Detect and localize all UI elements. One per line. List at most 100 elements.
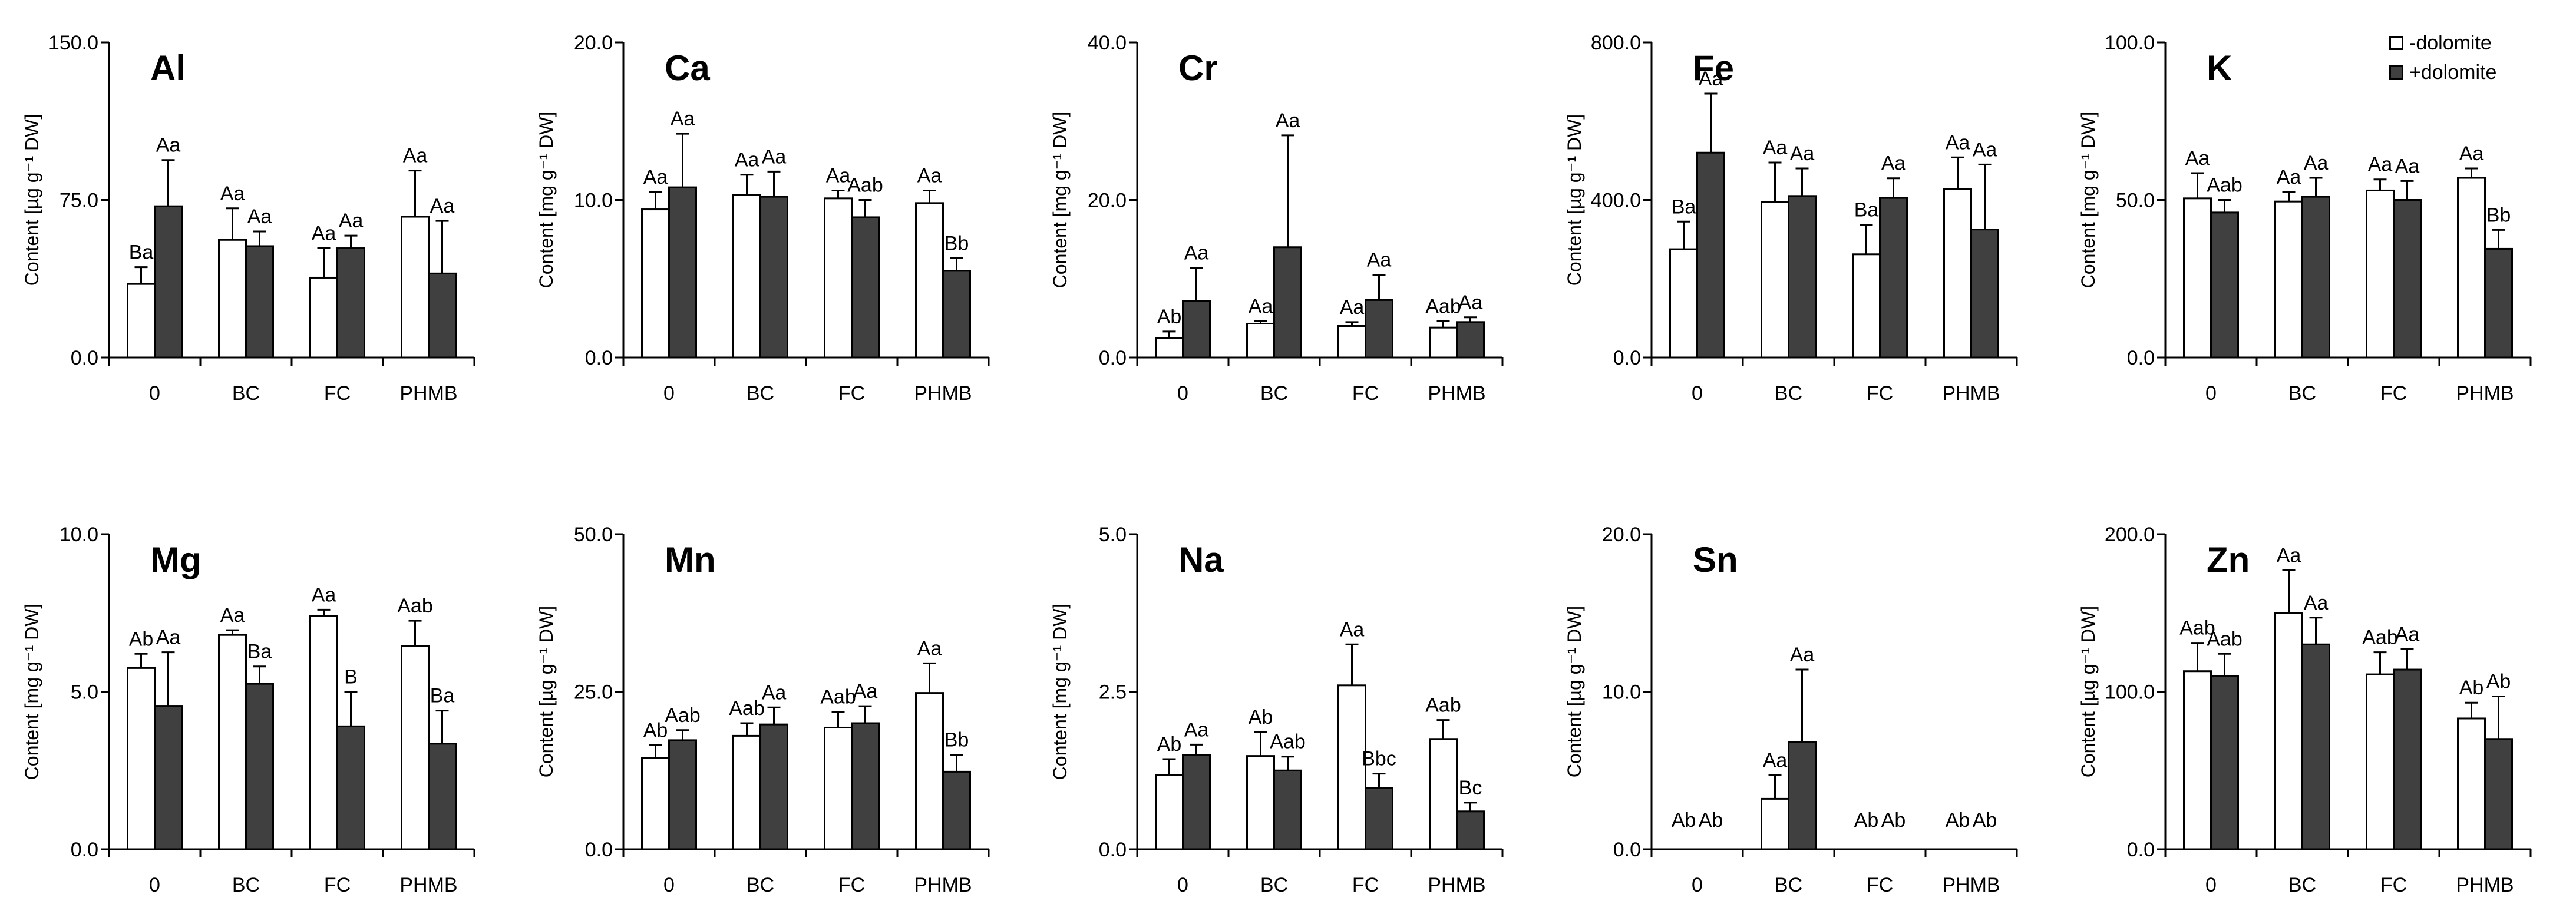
cr-category-label: 0	[1177, 382, 1188, 405]
ca-bar-minus-dolomite	[915, 202, 944, 359]
na-y-tick-label: 5.0	[1099, 524, 1127, 546]
na-significance-letter: Aab	[1270, 731, 1306, 753]
al-bar-minus-dolomite	[127, 283, 156, 359]
sn-category-label: BC	[1775, 874, 1802, 896]
al-category-label: PHMB	[399, 382, 457, 405]
fe-category-label: FC	[1867, 382, 1893, 405]
sn-category-label: 0	[1692, 874, 1703, 896]
k-significance-letter: Aa	[2368, 154, 2393, 176]
k-y-tick-label: 50.0	[2116, 190, 2155, 212]
cr-y-axis-title: Content [mg g⁻¹ DW]	[1049, 112, 1071, 289]
fe-bar-minus-dolomite	[1943, 188, 1972, 359]
k-y-tick-label: 100.0	[2105, 32, 2155, 54]
mn-significance-letter: Bb	[944, 729, 969, 751]
k-significance-letter: Aa	[2395, 155, 2420, 177]
zn-significance-letter: Aab	[2179, 617, 2215, 640]
fe-y-tick-label: 800.0	[1591, 32, 1641, 54]
mg-bar-plus-dolomite	[428, 743, 457, 850]
na-category-label: FC	[1352, 874, 1379, 896]
mn-significance-letter: Aa	[917, 637, 942, 660]
ca-significance-letter: Aa	[826, 164, 851, 187]
al-significance-letter: Aa	[312, 223, 336, 245]
cr-bar-minus-dolomite	[1337, 325, 1366, 359]
mn-significance-letter: Aab	[729, 697, 765, 720]
al-bar-plus-dolomite	[154, 205, 183, 359]
cr-significance-letter: Aa	[1276, 110, 1300, 132]
mg-significance-letter: Aa	[312, 584, 336, 606]
sn-significance-letter: Aa	[1763, 749, 1788, 771]
legend: -dolomite +dolomite	[2389, 28, 2496, 87]
fe-bar-plus-dolomite	[1788, 195, 1817, 359]
fe-bar-plus-dolomite	[1970, 228, 1999, 359]
mn-y-axis-title: Content [µg g⁻¹ DW]	[536, 606, 557, 777]
fe-significance-letter: Aa	[1699, 68, 1723, 90]
mg-significance-letter: Aa	[220, 604, 245, 627]
mg-category-label: 0	[149, 874, 160, 896]
sn-category-label: PHMB	[1942, 874, 2000, 896]
na-category-label: 0	[1177, 874, 1188, 896]
k-significance-letter: Aa	[2277, 166, 2301, 188]
na-bar-minus-dolomite	[1337, 684, 1366, 850]
k-bar-plus-dolomite	[2301, 196, 2330, 359]
zn-significance-letter: Aa	[2395, 623, 2420, 645]
zn-category-label: 0	[2205, 874, 2217, 896]
cr-bar-minus-dolomite	[1246, 322, 1275, 359]
mg-significance-letter: Ab	[129, 628, 154, 650]
cr-category-label: BC	[1260, 382, 1288, 405]
zn-y-axis-title: Content [µg g⁻¹ DW]	[2078, 606, 2099, 777]
mn-category-label: 0	[663, 874, 675, 896]
zn-category-label: BC	[2288, 874, 2316, 896]
k-significance-letter: Aa	[2459, 143, 2484, 165]
na-bar-plus-dolomite	[1456, 810, 1485, 850]
fe-bar-minus-dolomite	[1852, 253, 1881, 359]
sn-chart-title: Sn	[1693, 540, 1738, 579]
fe-significance-letter: Ba	[1854, 199, 1879, 221]
mg-category-label: PHMB	[399, 874, 457, 896]
sn-y-tick-label: 20.0	[1602, 524, 1641, 546]
mn-significance-letter: Aab	[665, 704, 701, 727]
zn-bar-minus-dolomite	[2457, 717, 2486, 850]
mn-bar-plus-dolomite	[668, 739, 697, 850]
fe-bar-minus-dolomite	[1761, 201, 1789, 359]
ca-significance-letter: Aa	[643, 166, 668, 188]
al-significance-letter: Aa	[430, 195, 455, 217]
mg-bar-plus-dolomite	[245, 683, 274, 850]
al-significance-letter: Aa	[247, 206, 272, 228]
zn-significance-letter: Aa	[2304, 592, 2329, 614]
fe-bar-minus-dolomite	[1669, 248, 1698, 359]
cr-category-label: PHMB	[1428, 382, 1485, 405]
k-significance-letter: Aab	[2207, 174, 2243, 197]
na-bar-plus-dolomite	[1273, 769, 1302, 850]
mg-bar-plus-dolomite	[336, 725, 365, 850]
al-y-tick-label: 150.0	[48, 32, 98, 54]
fe-significance-letter: Aa	[1946, 131, 1970, 154]
zn-bar-plus-dolomite	[2393, 668, 2422, 850]
cr-y-tick-label: 0.0	[1099, 347, 1127, 369]
mg-category-label: BC	[232, 874, 260, 896]
mg-significance-letter: Ba	[430, 685, 455, 707]
na-y-tick-label: 2.5	[1099, 681, 1127, 704]
mg-y-tick-label: 5.0	[71, 681, 98, 704]
fe-significance-letter: Ba	[1672, 196, 1696, 218]
fe-category-label: PHMB	[1942, 382, 2000, 405]
sn-y-tick-label: 10.0	[1602, 681, 1641, 704]
ca-bar-minus-dolomite	[641, 208, 670, 359]
al-y-tick-label: 0.0	[71, 347, 98, 369]
cr-y-tick-label: 40.0	[1088, 32, 1127, 54]
al-bar-plus-dolomite	[336, 247, 365, 359]
fe-significance-letter: Aa	[1790, 143, 1815, 165]
zn-significance-letter: Aab	[2362, 627, 2398, 649]
sn-significance-letter: Ab	[1973, 809, 1997, 832]
zn-bar-plus-dolomite	[2484, 738, 2513, 850]
sn-significance-letter: Ab	[1881, 809, 1906, 832]
fe-y-tick-label: 400.0	[1591, 190, 1641, 212]
al-category-label: 0	[149, 382, 160, 405]
mg-bar-minus-dolomite	[401, 645, 430, 850]
al-category-label: FC	[324, 382, 351, 405]
al-y-axis-title: Content [µg g⁻¹ DW]	[21, 114, 42, 286]
na-bar-minus-dolomite	[1155, 774, 1184, 850]
zn-significance-letter: Ab	[2459, 677, 2484, 699]
sn-y-axis-title: Content [µg g⁻¹ DW]	[1564, 606, 1585, 777]
zn-category-label: PHMB	[2456, 874, 2514, 896]
ca-category-label: 0	[663, 382, 675, 405]
